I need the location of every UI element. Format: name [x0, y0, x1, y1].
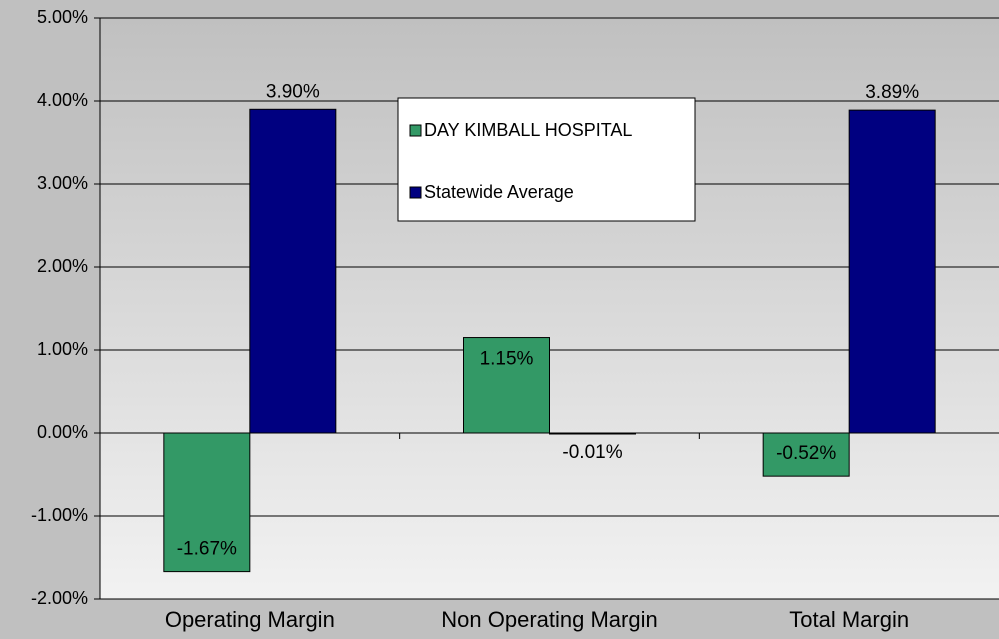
legend-label: DAY KIMBALL HOSPITAL: [424, 120, 632, 140]
x-tick-label: Total Margin: [789, 607, 909, 632]
value-label: 3.90%: [266, 81, 320, 102]
legend-box: [397, 97, 696, 222]
bar: [762, 432, 850, 477]
y-tick-label: 4.00%: [37, 90, 88, 110]
x-tick-label: Operating Margin: [165, 607, 335, 632]
legend-label: Statewide Average: [424, 182, 574, 202]
legend: DAY KIMBALL HOSPITAL Statewide Average: [397, 97, 696, 222]
value-label: 3.89%: [865, 82, 919, 103]
bar: [163, 432, 251, 573]
y-tick-label: 1.00%: [37, 339, 88, 359]
value-label: -0.01%: [562, 442, 622, 463]
y-tick-label: -2.00%: [31, 588, 88, 608]
value-label: 1.15%: [480, 349, 534, 370]
legend-swatch: [409, 186, 422, 199]
y-tick-label: 5.00%: [37, 7, 88, 27]
legend-swatch: [409, 124, 422, 137]
y-tick-label: 2.00%: [37, 256, 88, 276]
y-tick-label: -1.00%: [31, 505, 88, 525]
value-label: -1.67%: [177, 539, 237, 560]
x-tick-label: Non Operating Margin: [441, 607, 657, 632]
bar: [549, 432, 636, 435]
y-tick-label: 0.00%: [37, 422, 88, 442]
bar: [463, 337, 550, 434]
bar: [249, 108, 337, 434]
value-label: -0.52%: [776, 443, 836, 464]
bar: [848, 109, 936, 434]
y-tick-label: 3.00%: [37, 173, 88, 193]
